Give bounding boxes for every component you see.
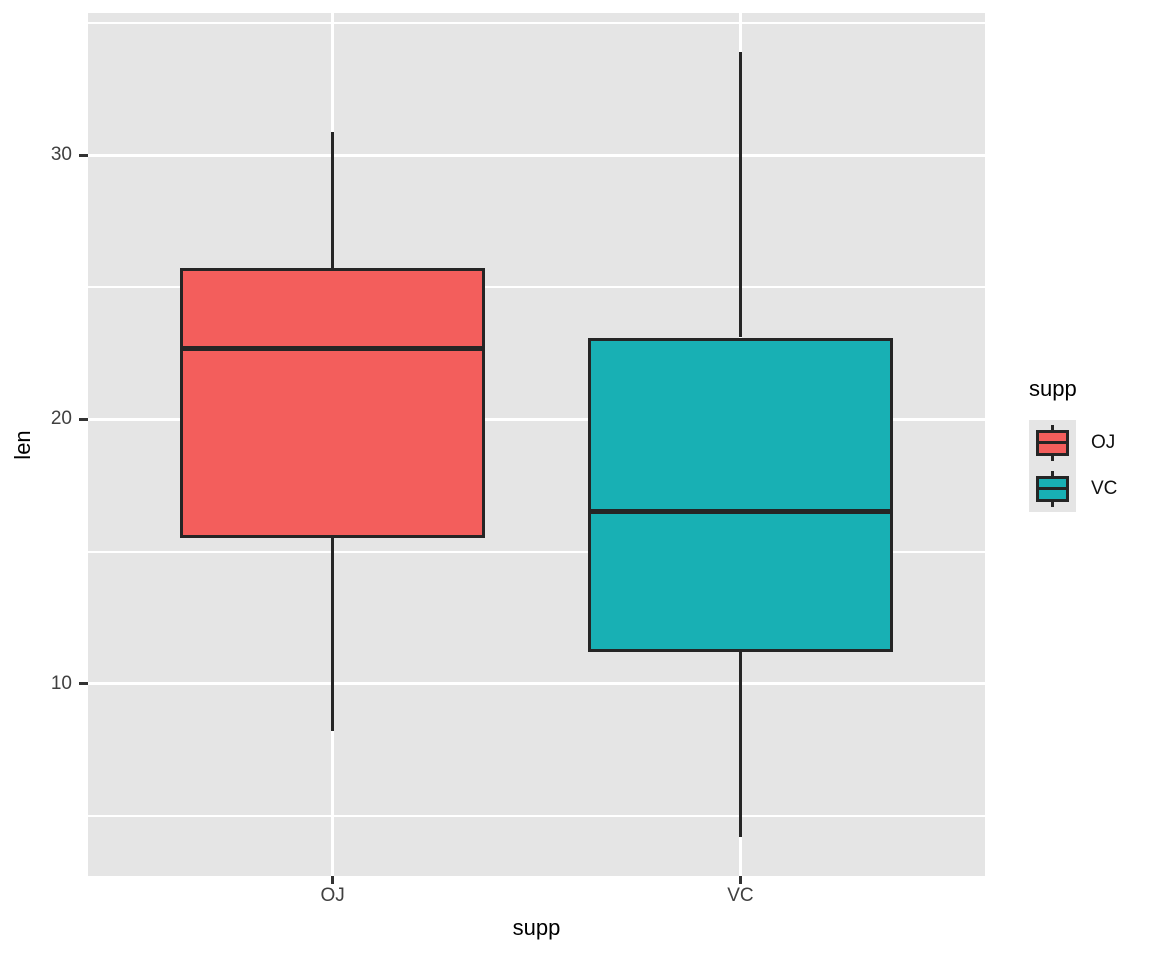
legend-key-glyph-OJ: [1029, 420, 1076, 466]
whisker-lower-OJ: [331, 537, 335, 732]
box-VC: [587, 337, 894, 652]
x-axis-title: supp: [512, 915, 561, 940]
y-tick-mark-20: [79, 417, 88, 421]
x-tick-label-OJ: OJ: [320, 885, 345, 906]
legend-label-OJ: OJ: [1091, 432, 1116, 453]
gridline-major-y-20: [88, 417, 985, 421]
gridline-minor-y-35: [88, 22, 985, 25]
y-tick-label-30: 30: [50, 144, 72, 166]
y-tick-label-10: 10: [50, 672, 72, 694]
legend-label-VC: VC: [1091, 478, 1118, 499]
whisker-lower-VC: [738, 651, 742, 837]
median-OJ: [179, 345, 486, 351]
whisker-upper-OJ: [331, 131, 335, 269]
legend: supp OJ VC: [1029, 376, 1152, 512]
legend-item-OJ: OJ: [1029, 420, 1152, 466]
legend-key-median: [1036, 441, 1069, 444]
y-tick-mark-10: [79, 682, 88, 686]
y-tick-label-20: 20: [50, 408, 72, 430]
whisker-upper-VC: [738, 52, 742, 338]
gridline-minor-y-15: [88, 550, 985, 553]
gridline-major-y-10: [88, 682, 985, 686]
x-tick-mark-OJ: [331, 876, 335, 884]
plot-panel: [88, 13, 985, 876]
legend-item-VC: VC: [1029, 466, 1152, 512]
legend-key-median: [1036, 487, 1069, 490]
legend-title: supp: [1029, 376, 1077, 401]
gridline-minor-y-25: [88, 286, 985, 289]
x-tick-label-VC: VC: [727, 885, 754, 906]
legend-keys: OJ VC: [1029, 420, 1152, 512]
y-tick-mark-30: [79, 153, 88, 157]
gridline-minor-y-5: [88, 814, 985, 817]
box-OJ: [179, 268, 486, 538]
legend-key-glyph-VC: [1029, 466, 1076, 512]
x-tick-mark-VC: [738, 876, 742, 884]
gridline-major-y-30: [88, 153, 985, 157]
median-VC: [587, 509, 894, 515]
